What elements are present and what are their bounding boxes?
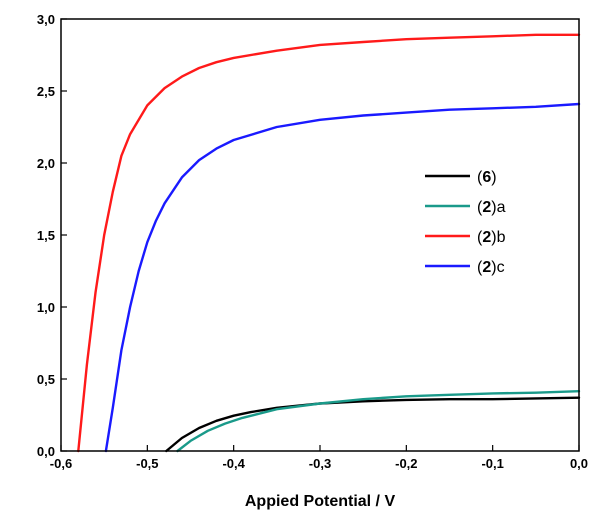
ticks-layer: -0,6 -0,5 -0,4 -0,3 -0,2 -0,1 0,0 0,0 0,5 1,0 1,5 2… bbox=[37, 12, 588, 471]
y-tick-label: 0,5 bbox=[37, 372, 55, 387]
series-line-3 bbox=[104, 102, 581, 453]
y-tick-label: 2,5 bbox=[37, 84, 55, 99]
x-tick-label: -0,2 bbox=[395, 456, 417, 471]
series-line-1 bbox=[176, 390, 581, 453]
legend-label-2: (2)b bbox=[477, 229, 506, 246]
y-tick-label: 0,0 bbox=[37, 444, 55, 459]
x-tick-label: -0,1 bbox=[481, 456, 503, 471]
x-tick-label: -0,5 bbox=[136, 456, 158, 471]
legend-label-3: (2)c bbox=[477, 259, 505, 276]
y-tick-label: 1,0 bbox=[37, 300, 55, 315]
legend-label-0: (6) bbox=[477, 169, 497, 186]
series-line-0 bbox=[165, 396, 581, 453]
x-tick-label: -0,3 bbox=[309, 456, 331, 471]
x-tick-label: -0,6 bbox=[50, 456, 72, 471]
series-line-2 bbox=[77, 33, 581, 453]
y-tick-label: 3,0 bbox=[37, 12, 55, 27]
legend-label-1: (2)a bbox=[477, 199, 506, 216]
x-tick-label: -0,4 bbox=[222, 456, 245, 471]
x-axis-title: Appied Potential / V bbox=[245, 493, 396, 510]
x-tick-label: 0,0 bbox=[570, 456, 588, 471]
legend: (6) (2)a (2)b (2)c bbox=[425, 169, 506, 276]
series-layer bbox=[77, 33, 581, 453]
y-tick-label: 1,5 bbox=[37, 228, 55, 243]
y-tick-label: 2,0 bbox=[37, 156, 55, 171]
